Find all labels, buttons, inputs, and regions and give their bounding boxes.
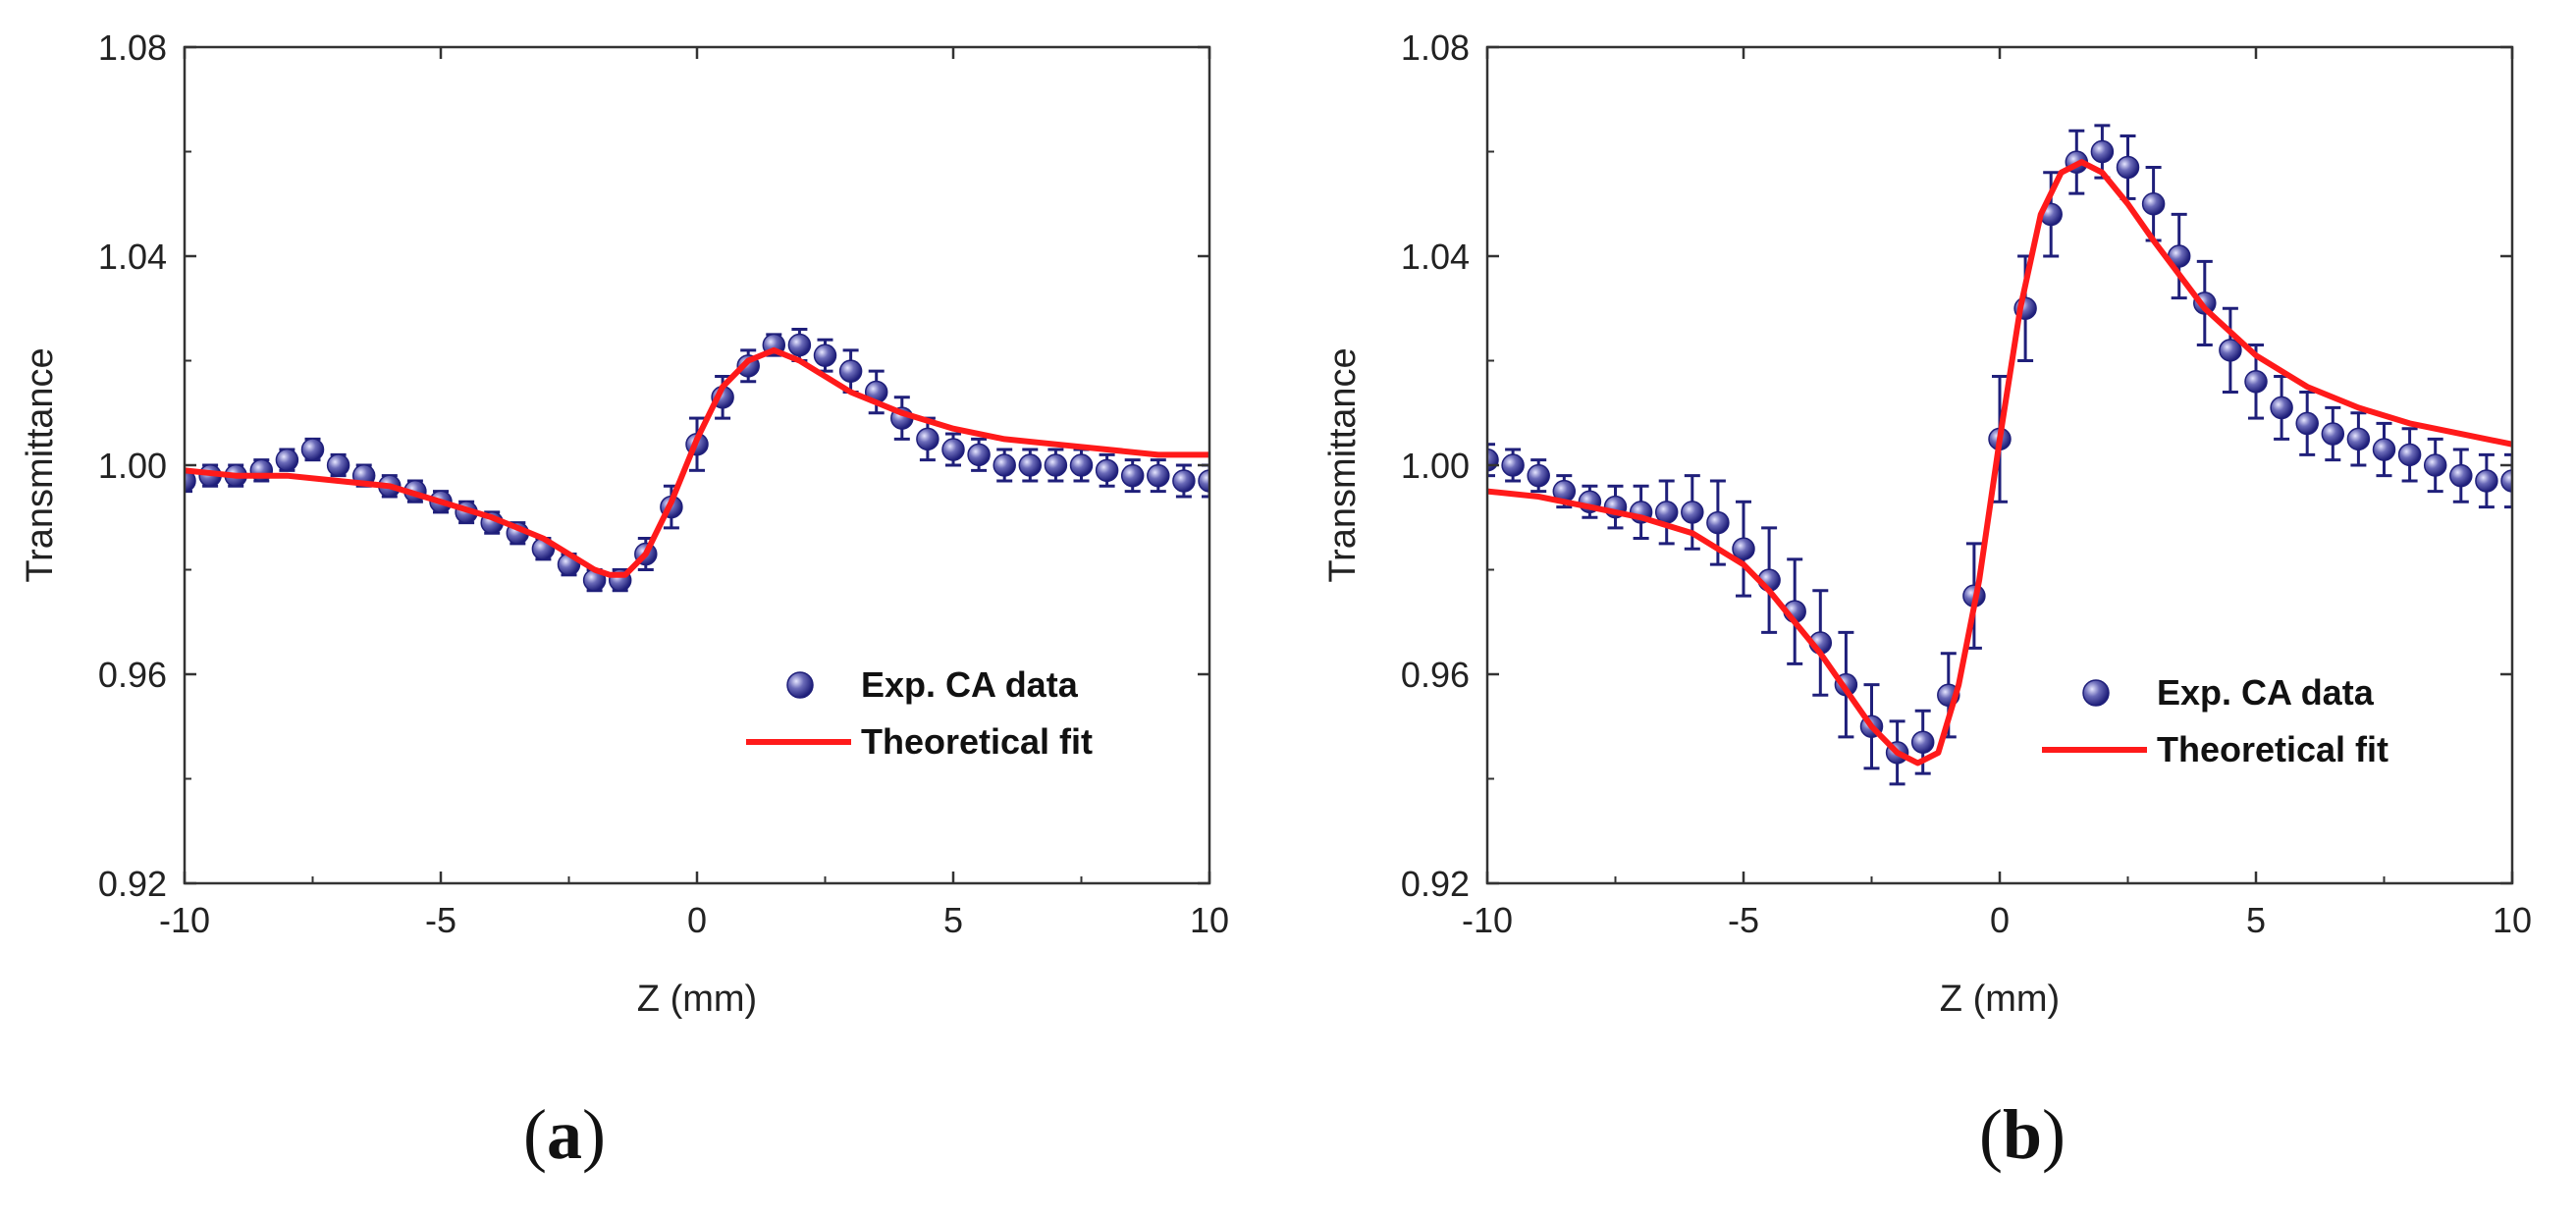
panel-a-data-point xyxy=(1147,463,1170,488)
panel-a-data-point xyxy=(1044,453,1068,477)
panel-b-data-point xyxy=(2116,155,2140,180)
panel-b-data-point xyxy=(2141,192,2166,216)
panel-a-data-point xyxy=(300,438,325,461)
panel-b-caption: (b) xyxy=(1978,1095,2066,1174)
panel-b-legend-label-exp: Exp. CA data xyxy=(2157,672,2375,713)
panel-a-x-axis-title: Z (mm) xyxy=(637,978,757,1020)
panel-b-data-point xyxy=(2270,396,2293,420)
panel-b-data-point xyxy=(1706,510,1730,535)
panel-b-y-tick-label: 0.96 xyxy=(1401,655,1470,695)
panel-a-data-layer xyxy=(185,328,1209,593)
panel-b-y-tick-label: 1.00 xyxy=(1401,446,1470,486)
panel-b-data-layer xyxy=(1487,124,2512,786)
panel-b-data-point xyxy=(1681,501,1704,524)
panel-a-data-point xyxy=(275,448,299,472)
panel-b-x-tick-label: -5 xyxy=(1728,900,1759,940)
panel-b-y-axis-title: Transmittance xyxy=(1322,347,1364,582)
panel-a-y-tick-label: 1.00 xyxy=(98,446,167,486)
panel-a-legend-marker-exp xyxy=(786,671,814,699)
panel-a-label: a xyxy=(547,1095,582,1174)
panel-a-legend-label-fit: Theoretical fit xyxy=(861,721,1093,762)
panel-a-data-point xyxy=(1069,453,1094,477)
panel-b-legend: Exp. CA data Theoretical fit xyxy=(2042,672,2388,769)
panel-a-data-point xyxy=(967,443,991,467)
panel-b-data-point xyxy=(2346,427,2371,451)
panel-a-data-point xyxy=(1172,469,1196,493)
panel-b-chart: -10 -5 0 5 10 0.92 0.96 1.00 1.04 1.08 Z (mm) Trans… xyxy=(1322,27,2532,1020)
panel-a-y-tick-label: 1.08 xyxy=(98,27,167,68)
panel-b-data-point xyxy=(2449,463,2473,488)
panel-a-x-tick-label: 10 xyxy=(1190,900,1229,940)
panel-b-data-point xyxy=(1654,501,1679,524)
panel-a-data-point xyxy=(993,453,1016,477)
panel-b-data-point xyxy=(2423,453,2447,477)
panel-a-y-tick-label: 0.92 xyxy=(98,864,167,904)
panel-b-y-tick-label: 0.92 xyxy=(1401,864,1470,904)
panel-b-x-tick-label: 0 xyxy=(1990,900,2010,940)
panel-b-legend-label-fit: Theoretical fit xyxy=(2157,729,2388,769)
panel-b-data-point xyxy=(1501,453,1525,477)
panel-a-x-tick-label: 0 xyxy=(687,900,707,940)
panel-b-fit-line xyxy=(1487,159,2512,767)
panel-b-data-point xyxy=(2500,469,2512,493)
panel-a-data-point xyxy=(941,438,965,461)
panel-b-error-bar xyxy=(1487,443,1495,478)
panel-b-data-point xyxy=(2295,411,2319,436)
panel-b-data-point xyxy=(1732,537,1755,560)
panel-a-legend-label-exp: Exp. CA data xyxy=(861,664,1079,705)
panel-b-x-tick-label: 10 xyxy=(2493,900,2532,940)
panel-b-data-point xyxy=(2219,339,2242,362)
panel-b-data-point xyxy=(2397,443,2422,467)
panel-b-label: b xyxy=(2002,1095,2043,1174)
panel-b-x-tick-label: -10 xyxy=(1462,900,1513,940)
panel-b-error-bar xyxy=(2504,452,2512,509)
panel-a-data-point xyxy=(326,453,350,477)
panel-b-data-point xyxy=(2372,438,2396,461)
panel-a-x-tick-label: 5 xyxy=(943,900,963,940)
panel-a-data-point xyxy=(787,333,812,357)
panel-a-fit-line xyxy=(185,346,1209,578)
panel-a-data-point xyxy=(838,359,863,383)
panel-a-x-tick-label: -10 xyxy=(159,900,210,940)
panel-a-data-point xyxy=(916,427,939,451)
panel-a-legend: Exp. CA data Theoretical fit xyxy=(746,664,1093,762)
panel-b-x-tick-label: 5 xyxy=(2246,900,2266,940)
panel-a-y-tick-label: 1.04 xyxy=(98,237,167,277)
panel-b-y-tick-label: 1.08 xyxy=(1401,27,1470,68)
panel-b-data-point xyxy=(1910,730,1935,754)
panel-a-data-point xyxy=(1018,453,1043,477)
panel-a-data-point xyxy=(813,344,837,367)
panel-b-data-point xyxy=(1527,463,1550,488)
panel-a-caption: (a) xyxy=(523,1095,606,1174)
panel-a-data-point xyxy=(1095,458,1119,483)
panel-a-y-axis-title: Transmittance xyxy=(20,347,61,582)
panel-b-data-point xyxy=(2321,422,2345,446)
panel-a-x-tick-label: -5 xyxy=(425,900,456,940)
panel-b-data-point xyxy=(2090,139,2115,164)
panel-a-data-point xyxy=(185,469,196,493)
panel-b-legend-marker-exp xyxy=(2082,679,2110,707)
panel-b-x-axis-title: Z (mm) xyxy=(1940,978,2060,1020)
panel-b-data-point xyxy=(2244,370,2268,394)
panel-b-data-point xyxy=(2475,469,2498,493)
panel-a-data-point xyxy=(1198,469,1209,493)
panel-a-data-point xyxy=(1120,463,1145,488)
panel-a-y-tick-label: 0.96 xyxy=(98,655,167,695)
panel-b-y-tick-label: 1.04 xyxy=(1401,237,1470,277)
panel-a-chart: -10 -5 0 5 10 0.92 0.96 1.00 1.04 1.08 Z (mm) Trans… xyxy=(20,27,1229,1020)
